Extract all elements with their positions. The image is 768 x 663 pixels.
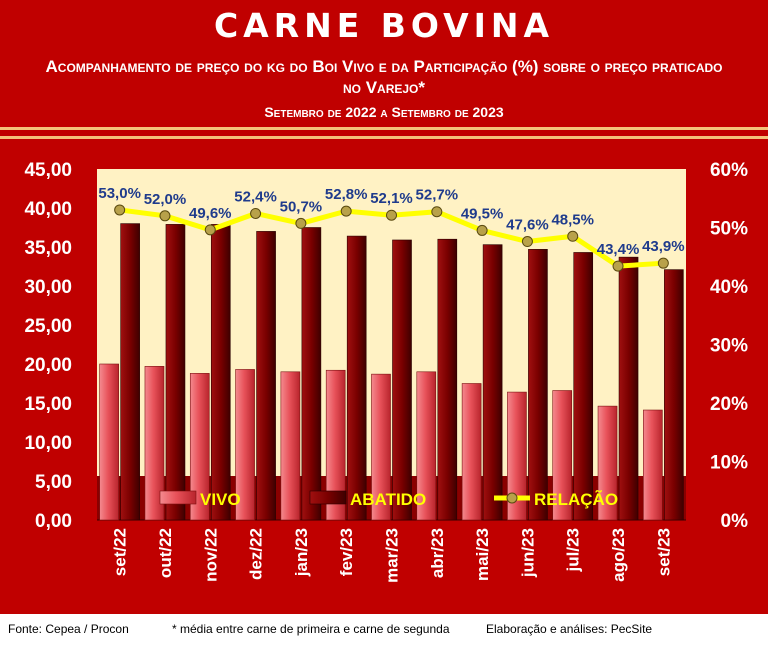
y-left-tick-label: 40,00	[24, 199, 72, 220]
x-tick-label: out/22	[156, 528, 175, 578]
x-tick-label: jan/23	[292, 528, 311, 577]
x-tick-label: set/22	[111, 528, 130, 576]
legend-relacao-label: RELAÇÃO	[534, 489, 618, 509]
bar-vivo	[552, 390, 573, 521]
bar-vivo	[507, 391, 527, 521]
bar-vivo	[597, 405, 618, 521]
bar-vivo	[643, 409, 663, 521]
bar-abatido	[573, 252, 594, 521]
relacao-point	[476, 224, 488, 236]
bar-vivo	[235, 369, 255, 521]
page-title: CARNE BOVINA	[213, 6, 555, 45]
bar-vivo	[189, 373, 210, 521]
bar-abatido	[482, 244, 503, 521]
separator-bottom	[0, 136, 768, 139]
footer-source: Fonte: Cepea / Procon	[8, 622, 129, 636]
relacao-point	[612, 260, 624, 272]
y-left-tick-label: 35,00	[24, 238, 72, 259]
relacao-data-label: 43,4%	[597, 241, 640, 258]
y-left-tick-label: 20,00	[24, 355, 72, 376]
y-left-tick-label: 10,00	[24, 433, 72, 454]
relacao-data-label: 49,6%	[189, 205, 232, 222]
bar-abatido	[301, 227, 322, 521]
chart-period: Setembro de 2022 a Setembro de 2023	[264, 104, 504, 120]
bar-abatido	[664, 269, 684, 521]
x-tick-label: jun/23	[518, 528, 537, 578]
bar-vivo	[461, 383, 482, 521]
relacao-point	[204, 224, 216, 236]
bar-abatido	[120, 223, 140, 521]
y-left-tick-label: 15,00	[24, 394, 72, 415]
y-right-tick-label: 50%	[710, 219, 748, 240]
combo-chart: 0,00 5,00 10,00 15,00 20,00 25,00 30,00 35,00 40…	[24, 160, 749, 583]
x-tick-label: nov/22	[201, 528, 220, 582]
relacao-data-label: 50,7%	[280, 198, 323, 215]
relacao-point	[250, 207, 262, 219]
bar-abatido	[165, 224, 186, 521]
relacao-point	[114, 204, 126, 216]
relacao-data-label: 52,0%	[144, 191, 187, 208]
y-left-tick-label: 30,00	[24, 277, 72, 298]
relacao-data-label: 52,4%	[234, 188, 277, 205]
legend-vivo-label: VIVO	[200, 490, 241, 509]
y-left-tick-label: 5,00	[35, 472, 72, 493]
y-right-tick-label: 30%	[710, 336, 748, 357]
bar-abatido	[210, 224, 231, 521]
relacao-point	[159, 210, 171, 222]
relacao-data-label: 48,5%	[551, 211, 594, 228]
x-tick-label: ago/23	[609, 528, 628, 582]
x-tick-label: dez/22	[247, 528, 266, 580]
x-tick-label: abr/23	[428, 528, 447, 578]
chart-subtitle: Acompanhamento de preço do kg do Boi Viv…	[45, 57, 723, 97]
relacao-data-label: 52,1%	[370, 190, 413, 207]
relacao-data-label: 49,5%	[461, 205, 504, 222]
relacao-data-label: 52,7%	[416, 187, 459, 204]
x-tick-label: mar/23	[383, 528, 402, 583]
bar-abatido	[618, 256, 639, 521]
relacao-data-label: 47,6%	[506, 217, 549, 234]
x-tick-label: jul/23	[564, 528, 583, 572]
relacao-point	[340, 205, 352, 217]
y-right-tick-label: 0%	[721, 511, 749, 532]
bar-abatido	[437, 238, 458, 521]
y-right-tick-label: 60%	[710, 160, 748, 181]
bar-vivo	[144, 366, 165, 521]
relacao-point	[295, 217, 307, 229]
footer-credit: Elaboração e análises: PecSite	[486, 622, 653, 636]
relacao-point	[386, 209, 397, 221]
bar-vivo	[325, 369, 346, 521]
bar-vivo	[280, 371, 301, 521]
x-tick-label: set/23	[654, 528, 673, 576]
bar-vivo	[416, 371, 437, 521]
bar-abatido	[256, 231, 276, 521]
relacao-data-label: 43,9%	[642, 238, 685, 255]
bar-abatido	[346, 235, 367, 521]
y-right-tick-label: 40%	[710, 277, 748, 298]
legend-vivo-swatch	[159, 490, 197, 505]
legend-abatido-swatch	[309, 490, 347, 505]
x-tick-label: mai/23	[473, 528, 492, 581]
bar-vivo	[371, 373, 391, 521]
relacao-data-label: 53,0%	[98, 185, 141, 202]
footer-note: * média entre carne de primeira e carne …	[172, 622, 450, 636]
y-right-tick-label: 20%	[710, 394, 748, 415]
y-left-tick-label: 25,00	[24, 316, 72, 337]
relacao-point	[431, 206, 443, 218]
relacao-point	[657, 257, 669, 269]
y-left-tick-label: 45,00	[24, 160, 72, 181]
relacao-point	[567, 230, 579, 242]
bar-abatido	[392, 239, 412, 521]
y-left-tick-label: 0,00	[35, 511, 72, 532]
separator-top	[0, 127, 768, 130]
y-right-tick-label: 10%	[710, 453, 748, 474]
relacao-point	[521, 236, 533, 248]
footer: Fonte: Cepea / Procon * média entre carn…	[0, 614, 768, 663]
legend-relacao-marker	[506, 492, 518, 504]
bar-abatido	[528, 249, 548, 521]
bar-vivo	[99, 363, 119, 521]
relacao-data-label: 52,8%	[325, 186, 368, 203]
legend-abatido-label: ABATIDO	[350, 490, 426, 509]
x-tick-label: fev/23	[337, 528, 356, 576]
